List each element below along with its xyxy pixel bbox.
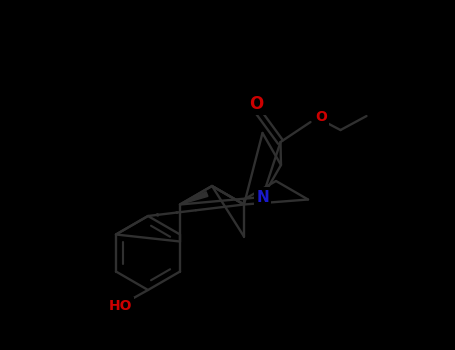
Polygon shape bbox=[180, 192, 208, 204]
Text: HO: HO bbox=[108, 299, 132, 313]
Text: O: O bbox=[249, 95, 263, 113]
Text: O: O bbox=[315, 110, 328, 124]
Text: N: N bbox=[256, 190, 269, 204]
